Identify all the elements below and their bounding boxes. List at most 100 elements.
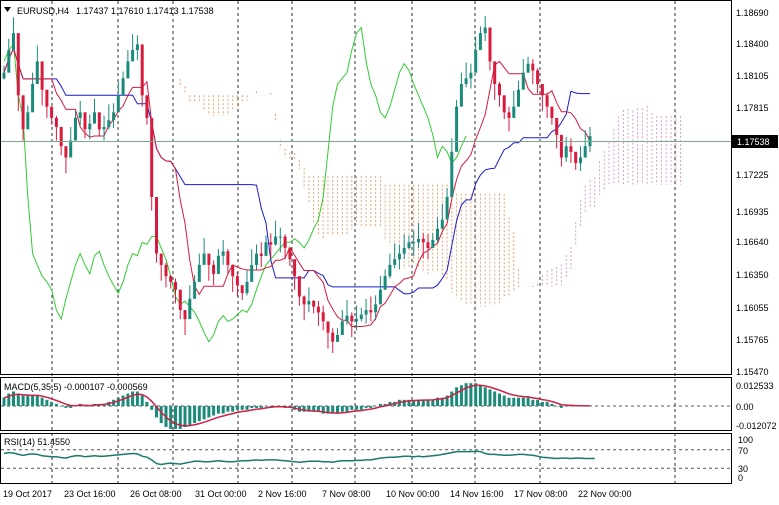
macd-bar — [378, 403, 382, 406]
macd-bar — [126, 393, 130, 406]
macd-bar — [207, 406, 211, 418]
candle-body — [183, 310, 187, 320]
symbol-label: EURUSD,H4 — [17, 6, 69, 16]
candle-body — [2, 72, 6, 79]
macd-bar — [240, 406, 244, 410]
macd-bar — [2, 397, 6, 406]
price-tick: 1.17225 — [736, 170, 769, 180]
current-price-label: 1.17538 — [737, 137, 770, 147]
ohlc-values: 1.17437 1.17610 1.17413 1.17538 — [76, 6, 214, 16]
macd-bar — [231, 406, 235, 412]
candle-body — [536, 70, 540, 84]
candle-body — [564, 146, 568, 158]
candle-body — [269, 242, 273, 245]
candle-body — [307, 301, 311, 305]
candle-body — [169, 276, 173, 282]
indicator-lines — [3, 26, 591, 343]
triangle-down-icon[interactable] — [4, 7, 11, 12]
candle-body — [302, 296, 306, 305]
candle-body — [45, 89, 49, 107]
macd-bar — [331, 406, 335, 414]
macd-bar — [131, 391, 135, 406]
candle-body — [93, 112, 96, 124]
macd-bar — [474, 383, 478, 406]
rsi-indicator — [3, 450, 595, 466]
macd-bar — [116, 397, 120, 406]
price-tick: 1.18105 — [736, 71, 769, 81]
tenkan-sen-line — [3, 46, 591, 327]
candle-body — [40, 61, 44, 90]
candle-body — [512, 106, 516, 118]
macd-bar — [155, 406, 158, 418]
macd-bar — [359, 406, 363, 410]
macd-bar — [12, 391, 15, 406]
macd-bar — [345, 406, 349, 412]
candle-body — [231, 264, 235, 277]
price-pane-frame — [0, 0, 732, 375]
macd-bar — [45, 399, 49, 406]
rsi-tick: 30 — [738, 464, 748, 474]
candle-body — [235, 276, 239, 286]
candle-body — [259, 253, 263, 256]
candle-body — [540, 84, 544, 96]
candle-body — [331, 332, 335, 342]
candle-body — [312, 301, 316, 307]
candle-body — [174, 281, 177, 290]
current-price-badge — [732, 135, 778, 148]
macd-bar — [140, 395, 144, 406]
macd-bar — [531, 399, 535, 406]
macd-bar — [450, 391, 454, 406]
candle-body — [193, 281, 197, 299]
price-tick: 1.16055 — [736, 303, 769, 313]
macd-bar — [407, 399, 411, 406]
candle-body — [397, 253, 401, 260]
ichimoku-cloud — [179, 78, 682, 307]
price-axis: 1.18690 1.18400 1.18105 1.17815 1.17225 … — [736, 8, 769, 377]
candle-body — [35, 61, 39, 84]
candle-body — [50, 106, 54, 118]
macd-bar — [402, 399, 406, 406]
candle-body — [188, 298, 192, 320]
macd-bar — [302, 406, 306, 412]
macd-bar — [364, 406, 368, 408]
macd-bar — [445, 395, 449, 406]
candle-body — [345, 315, 349, 322]
price-tick: 1.17815 — [736, 103, 769, 113]
time-label: 23 Oct 16:00 — [64, 489, 116, 499]
candle-body — [155, 197, 158, 254]
price-tick: 1.16935 — [736, 207, 769, 217]
candle-body — [97, 112, 101, 130]
candle-body — [264, 242, 268, 256]
macd-bar — [459, 385, 463, 406]
candle-body — [493, 61, 497, 84]
macd-bar — [226, 406, 230, 412]
macd-bar — [259, 406, 263, 408]
candle-body — [135, 44, 139, 51]
candle-body — [16, 33, 20, 96]
time-label: 7 Nov 08:00 — [322, 489, 371, 499]
time-label: 31 Oct 00:00 — [195, 489, 247, 499]
candle-body — [21, 95, 25, 130]
macd-bar — [569, 406, 573, 407]
candle-body — [340, 321, 344, 335]
macd-bar — [26, 395, 30, 406]
candle-body — [297, 276, 301, 297]
macd-bar — [540, 401, 544, 406]
time-label: 17 Nov 08:00 — [514, 489, 568, 499]
rsi-line — [3, 450, 595, 466]
candle-body — [393, 259, 397, 265]
candle-body — [507, 112, 511, 118]
candle-body — [226, 251, 230, 265]
candle-body — [426, 242, 430, 248]
candle-body — [369, 310, 373, 313]
macd-bar — [135, 391, 139, 406]
macd-bar — [369, 406, 373, 408]
candle-body — [121, 78, 125, 96]
candle-body — [321, 312, 325, 322]
time-grid — [1, 1, 731, 484]
candle-body — [378, 289, 382, 305]
candle-body — [59, 127, 63, 147]
macd-bar — [316, 406, 320, 412]
